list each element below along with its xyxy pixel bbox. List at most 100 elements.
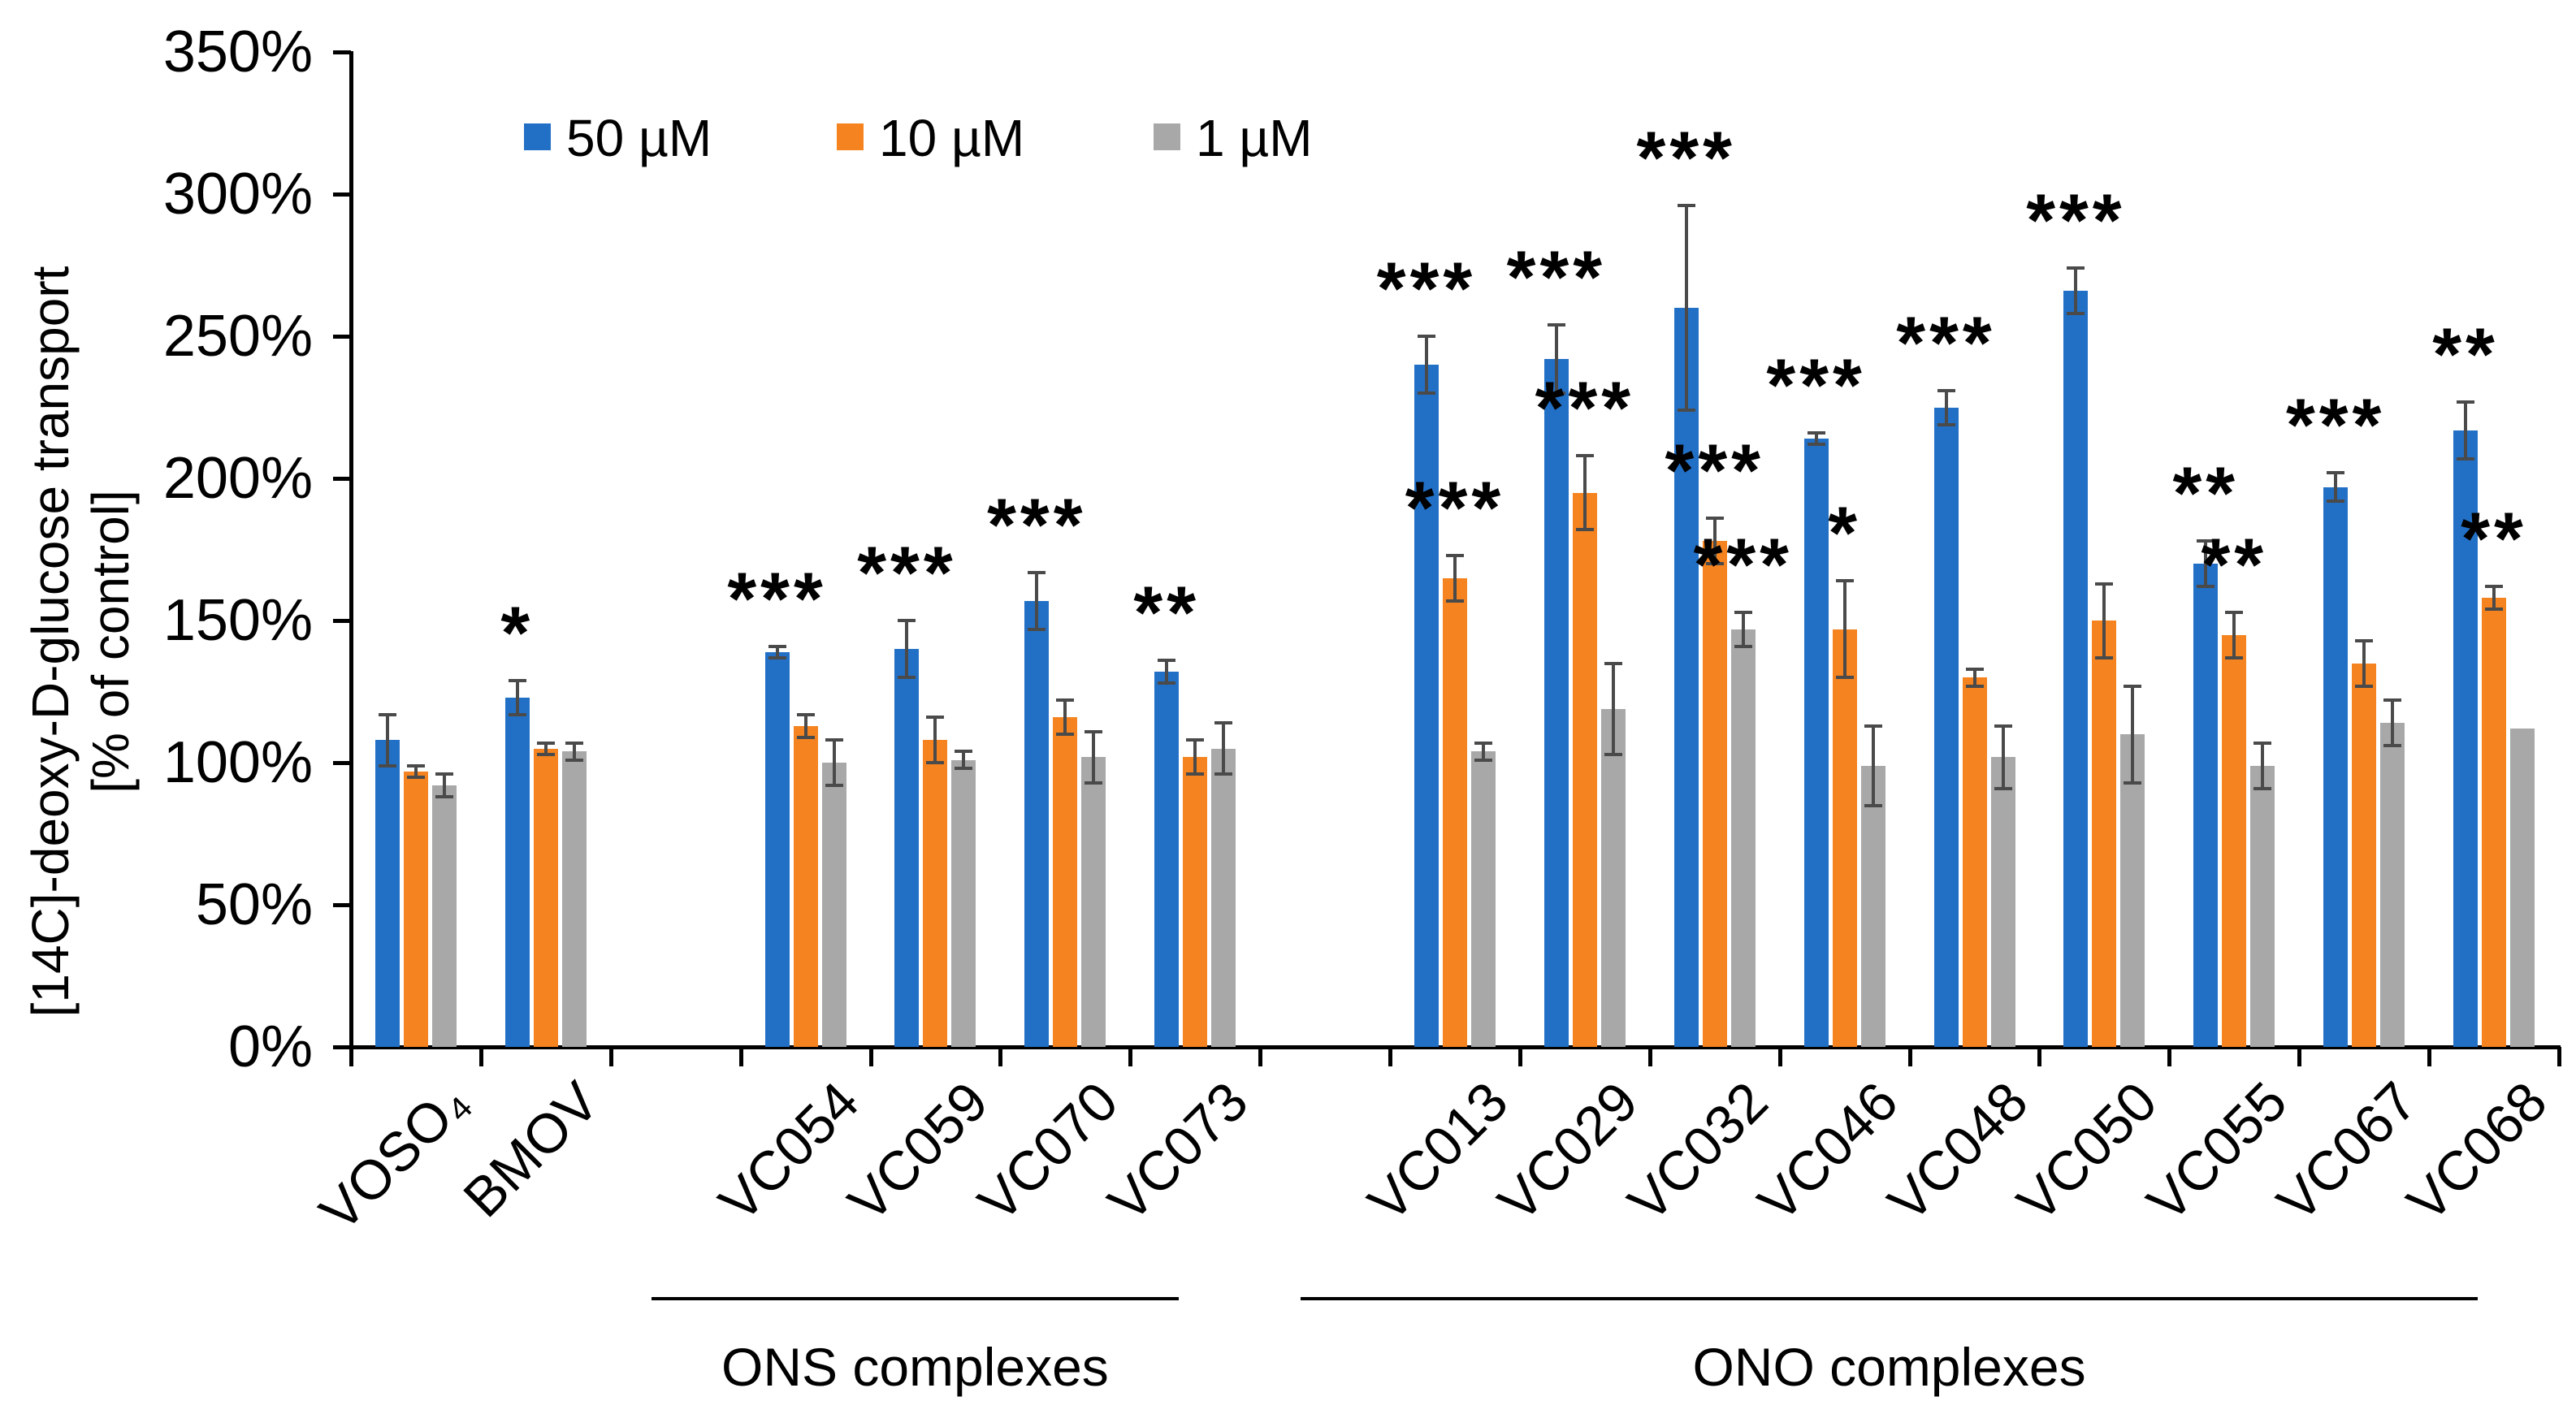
y-tick-label: 0%	[227, 1014, 313, 1079]
significance-stars: ***	[1693, 523, 1793, 607]
error-bar	[803, 714, 807, 737]
error-bar	[1944, 390, 1948, 425]
error-bar-cap-bottom	[565, 758, 583, 762]
bar-VC059-1µM	[951, 759, 976, 1047]
error-bar-cap-bottom	[898, 676, 916, 679]
error-bar	[2492, 586, 2496, 609]
error-bar	[1092, 731, 1096, 783]
bar-VC055-50µM	[2193, 564, 2219, 1047]
error-bar-cap-top	[2355, 638, 2374, 642]
error-bar-cap-bottom	[1418, 391, 1435, 395]
error-bar-cap-bottom	[406, 775, 425, 779]
y-tick-label: 100%	[162, 730, 313, 795]
bar-VC050-1µM	[2120, 734, 2145, 1047]
error-bar	[1035, 572, 1039, 629]
error-bar-cap-top	[378, 712, 396, 716]
error-bar-cap-bottom	[926, 761, 945, 764]
error-bar	[1972, 668, 1976, 686]
bar-BMOV-10µM	[533, 748, 558, 1047]
x-tick-mark	[1128, 1047, 1133, 1066]
error-bar-cap-top	[1474, 741, 1492, 745]
significance-stars: ***	[1405, 466, 1505, 550]
bar-VOSO₄-50µM	[374, 740, 400, 1047]
error-bar-cap-bottom	[2485, 608, 2504, 611]
error-bar	[1871, 725, 1875, 806]
x-tick-mark	[349, 1047, 353, 1066]
section-line	[651, 1297, 1180, 1300]
error-bar	[543, 742, 548, 755]
x-tick-mark	[1258, 1047, 1263, 1066]
error-bar	[1554, 325, 1558, 393]
x-tick-mark	[738, 1047, 743, 1066]
y-tick-mark	[333, 761, 351, 765]
bar-VC068-10µM	[2482, 598, 2507, 1047]
x-tick-mark	[1388, 1047, 1393, 1066]
x-tick-mark	[2557, 1047, 2561, 1066]
error-bar-cap-bottom	[1705, 562, 1724, 565]
bar-VC068-1µM	[2510, 729, 2535, 1047]
error-bar-cap-top	[2327, 471, 2345, 474]
error-bar	[442, 774, 446, 797]
bar-VC059-10µM	[923, 740, 948, 1047]
bar-VC067-10µM	[2352, 663, 2377, 1047]
error-bar	[775, 646, 779, 658]
significance-stars: ***	[2285, 384, 2386, 467]
error-bar	[413, 765, 418, 777]
section-line	[1301, 1297, 2478, 1300]
error-bar-cap-top	[1575, 454, 1594, 457]
x-tick-mark	[478, 1047, 483, 1066]
y-tick-label: 300%	[162, 162, 313, 227]
bar-VC068-50µM	[2453, 430, 2479, 1047]
error-bar-cap-bottom	[1864, 803, 1882, 807]
error-bar	[1582, 456, 1587, 530]
error-bar-cap-top	[1056, 698, 1075, 702]
error-bar-cap-top	[1214, 721, 1233, 724]
error-bar-cap-bottom	[1604, 752, 1622, 756]
error-bar-cap-top	[1028, 570, 1046, 574]
significance-stars: ***	[1535, 367, 1635, 450]
x-tick-mark	[608, 1047, 613, 1066]
error-bar-cap-top	[406, 763, 425, 768]
y-tick-mark	[333, 903, 351, 907]
error-bar	[1165, 660, 1169, 683]
error-bar-cap-top	[1807, 431, 1825, 435]
error-bar-cap-top	[768, 644, 786, 648]
error-bar-cap-top	[1547, 323, 1565, 326]
error-bar-cap-bottom	[1835, 676, 1854, 679]
error-bar-cap-bottom	[1937, 422, 1955, 426]
significance-stars: ***	[987, 483, 1087, 567]
significance-stars: ***	[2026, 179, 2126, 262]
error-bar-cap-bottom	[2327, 499, 2345, 503]
error-bar-cap-top	[796, 712, 815, 716]
significance-stars: ***	[1665, 430, 1764, 512]
bar-VC013-1µM	[1471, 751, 1496, 1047]
legend-label-2: 10 µM	[879, 109, 1025, 167]
error-bar	[1741, 612, 1745, 646]
error-bar-cap-top	[926, 716, 945, 719]
error-bar	[572, 742, 576, 760]
section-label: ONO complexes	[1692, 1337, 2086, 1397]
x-tick-mark	[2037, 1047, 2042, 1066]
significance-stars: ***	[1766, 344, 1866, 427]
error-bar-cap-bottom	[2355, 684, 2374, 688]
error-bar	[832, 740, 836, 785]
error-bar	[2261, 742, 2265, 789]
error-bar-cap-bottom	[1474, 758, 1492, 762]
legend-label-1: 50 µM	[566, 109, 712, 167]
bar-BMOV-50µM	[504, 697, 530, 1047]
bar-VC067-50µM	[2323, 486, 2349, 1047]
y-tick-mark	[333, 1045, 351, 1049]
error-bar-cap-top	[1418, 335, 1435, 338]
error-bar-cap-bottom	[2457, 456, 2475, 461]
error-bar-cap-bottom	[1028, 627, 1046, 631]
x-tick-mark	[1517, 1047, 1522, 1066]
y-tick-mark	[333, 50, 351, 54]
error-bar-cap-top	[2124, 684, 2142, 688]
error-bar-cap-bottom	[1214, 772, 1233, 776]
error-bar	[1425, 336, 1428, 393]
error-bar-cap-bottom	[2124, 781, 2142, 785]
x-tick-mark	[1907, 1047, 1912, 1066]
bar-VC054-50µM	[764, 651, 790, 1047]
error-bar-cap-top	[1604, 661, 1622, 665]
error-bar	[1611, 663, 1615, 755]
